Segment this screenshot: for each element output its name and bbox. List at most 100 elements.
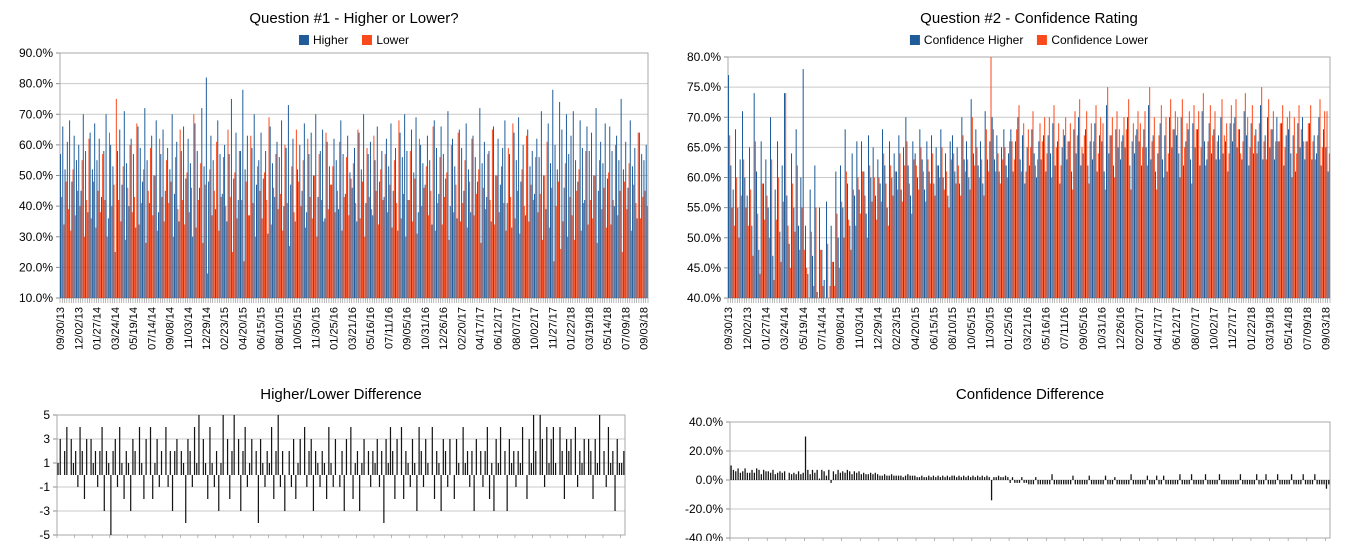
bar	[618, 463, 621, 475]
bar	[981, 159, 983, 298]
bar	[248, 463, 251, 475]
bar	[1032, 480, 1035, 485]
bar	[985, 129, 987, 298]
bar	[270, 224, 272, 298]
bar	[252, 203, 254, 298]
bar	[1284, 147, 1286, 298]
bar	[792, 183, 794, 298]
bar	[729, 135, 731, 298]
bar	[371, 209, 373, 298]
bar	[565, 439, 568, 475]
bar	[1244, 480, 1246, 485]
bar	[482, 187, 484, 298]
bar	[1131, 141, 1133, 298]
bar	[1096, 171, 1098, 298]
bar	[739, 159, 741, 298]
bar	[540, 111, 542, 298]
bar	[1004, 147, 1006, 298]
bar	[394, 475, 396, 499]
bar	[212, 160, 214, 298]
y-tick-label: 20.0%	[689, 444, 723, 458]
bar	[935, 147, 937, 298]
bar	[865, 474, 867, 480]
bar	[341, 451, 343, 475]
bar	[1125, 480, 1128, 485]
bar	[624, 181, 626, 298]
bar	[1118, 129, 1120, 298]
bar	[1289, 111, 1291, 298]
bar	[1239, 474, 1242, 480]
bar	[618, 160, 620, 298]
bar	[616, 135, 618, 298]
bar	[607, 427, 610, 475]
bar	[928, 475, 930, 480]
bar	[332, 475, 334, 487]
bar	[290, 184, 292, 298]
bar	[570, 439, 572, 475]
bar	[1021, 477, 1023, 480]
bar	[833, 261, 835, 298]
bar	[240, 475, 242, 511]
bar	[1065, 117, 1067, 298]
bar	[1148, 105, 1150, 298]
bar	[953, 475, 955, 480]
bar	[1128, 99, 1130, 298]
bar	[392, 190, 394, 298]
bar	[1248, 165, 1250, 298]
bar	[66, 141, 68, 298]
bar	[512, 123, 514, 298]
bar	[590, 451, 592, 475]
bar	[95, 227, 97, 298]
x-tick-label: 09/05/16	[402, 307, 414, 350]
bar	[1011, 141, 1013, 298]
bar	[112, 451, 114, 475]
bar	[352, 475, 354, 499]
bar	[564, 163, 566, 298]
bar	[646, 206, 648, 298]
bar	[113, 184, 115, 298]
bar	[1293, 117, 1295, 298]
x-tick-label: 07/14/14	[146, 307, 158, 350]
bar	[308, 451, 310, 475]
bar	[1256, 474, 1258, 480]
bar	[259, 439, 262, 475]
bar	[1270, 480, 1272, 485]
bar	[957, 165, 959, 298]
bar	[244, 169, 246, 298]
bar	[485, 209, 487, 298]
bar	[828, 469, 830, 480]
bar	[86, 439, 88, 475]
bar	[996, 135, 998, 298]
bar	[303, 123, 305, 298]
x-tick-label: 10/02/17	[1209, 307, 1221, 350]
bar	[756, 171, 758, 298]
bar	[1282, 105, 1284, 298]
bar	[1075, 153, 1077, 298]
bar	[1225, 480, 1228, 485]
bar	[69, 120, 71, 298]
bar	[976, 147, 978, 298]
bar	[143, 169, 145, 298]
bar	[1061, 147, 1063, 298]
bar	[1146, 165, 1148, 298]
bar	[1163, 475, 1165, 480]
bar	[147, 190, 149, 298]
bar	[960, 477, 962, 480]
bar	[1253, 153, 1255, 298]
bar	[1132, 123, 1134, 299]
bar	[546, 427, 548, 475]
bar	[1146, 475, 1149, 480]
bar	[279, 193, 281, 298]
bar	[1222, 153, 1224, 298]
bar	[793, 472, 795, 480]
bar	[1151, 141, 1153, 298]
bar	[1005, 165, 1007, 298]
bar	[541, 439, 543, 475]
bar	[526, 475, 528, 499]
bar	[851, 153, 853, 298]
bar	[893, 475, 895, 480]
bar	[781, 165, 783, 298]
bar	[328, 427, 330, 475]
bar	[1307, 123, 1309, 299]
bar	[1243, 111, 1245, 298]
